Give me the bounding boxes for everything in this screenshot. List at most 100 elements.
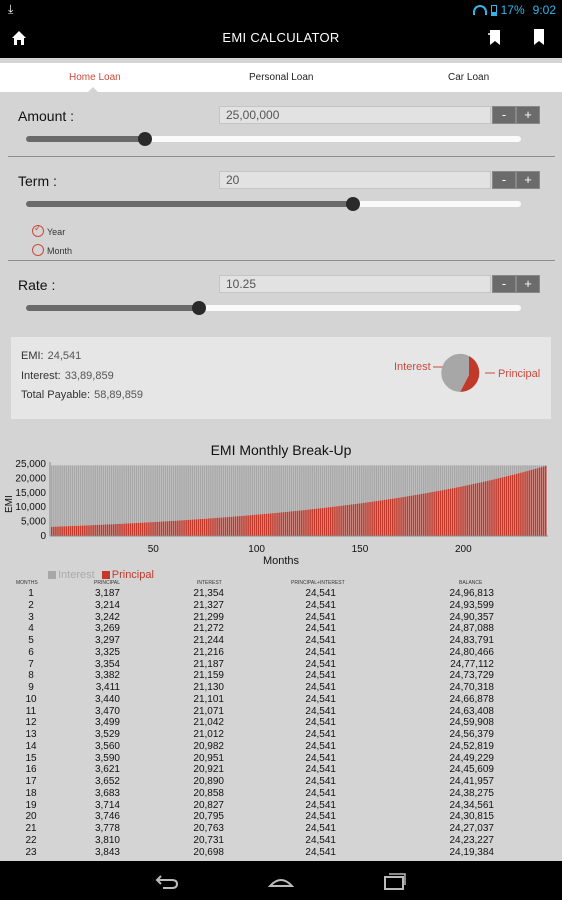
table-cell: 20 (25, 811, 37, 823)
table-cell: 24,41,957 (449, 776, 495, 787)
table-cell: 21,042 (193, 717, 224, 729)
bar-principal (71, 526, 74, 536)
bar-interest (387, 465, 390, 500)
bar-interest (418, 465, 421, 495)
bar-principal (513, 474, 516, 536)
bar-principal (137, 522, 140, 536)
bar-interest (175, 465, 177, 521)
bar-interest (398, 465, 400, 498)
bar-principal (79, 525, 82, 536)
table-cell: 21,327 (193, 599, 224, 611)
table-cell: 8 (28, 670, 34, 682)
pie-slice-interest (441, 353, 469, 392)
bar-interest (518, 465, 520, 474)
amount-plus-button[interactable]: + (516, 106, 540, 124)
rate-slider[interactable] (26, 301, 521, 315)
bar-interest (65, 465, 68, 527)
amount-slider[interactable] (26, 132, 521, 146)
bar-interest (460, 465, 462, 487)
wifi-icon (472, 5, 487, 15)
table-cell: 4 (28, 623, 34, 635)
bookmark-icon[interactable] (533, 28, 545, 46)
bar-interest (441, 465, 444, 491)
bar-principal (503, 476, 506, 536)
back-icon[interactable] (155, 873, 179, 889)
navigation-bar (0, 861, 562, 900)
recents-icon[interactable] (383, 872, 407, 890)
active-tab-indicator (88, 87, 98, 92)
rate-slider-thumb[interactable] (192, 301, 207, 315)
pie-chart: Interest Principal (394, 353, 540, 392)
table-cell: 3,440 (94, 693, 120, 705)
bar-interest (278, 465, 280, 513)
bar-interest (257, 465, 260, 515)
bar-interest (102, 465, 105, 525)
rate-input[interactable]: 10.25 (219, 275, 491, 293)
bar-interest (179, 465, 181, 521)
bar-interest (317, 465, 320, 509)
term-plus-button[interactable]: + (516, 171, 540, 189)
table-cell: 14 (25, 740, 37, 752)
home-nav-icon[interactable] (268, 874, 294, 888)
y-axis-label: EMI (4, 495, 15, 513)
table-row: 12 3,499 21,042 24,541 24,59,908 (0, 717, 562, 729)
table-cell: 21,299 (193, 611, 224, 623)
bar-interest (435, 465, 437, 492)
amount-minus-button[interactable]: - (492, 106, 516, 124)
table-cell: 24,541 (305, 729, 336, 740)
bar-interest (82, 465, 84, 526)
table-row: 9 3,411 21,130 24,541 24,70,318 (0, 682, 562, 694)
bar-interest (476, 465, 479, 484)
battery-icon (490, 4, 497, 16)
bar-principal (495, 478, 497, 536)
bar-principal (243, 515, 245, 536)
table-cell: 24,30,815 (449, 811, 495, 823)
month-radio[interactable] (32, 244, 44, 256)
tab-personal-loan[interactable]: Personal Loan (249, 72, 314, 83)
total-summary: Total Payable: 58,89,859 (21, 389, 143, 401)
home-icon[interactable] (11, 30, 27, 46)
bookmark-add-icon[interactable] (488, 28, 502, 46)
table-cell: 3,242 (94, 611, 120, 623)
tab-car-loan[interactable]: Car Loan (448, 72, 490, 83)
interest-value: 33,89,859 (64, 370, 114, 382)
bar-principal (299, 510, 301, 536)
tab-home-loan[interactable]: Home Loan (69, 72, 121, 83)
table-cell: 18 (25, 787, 37, 799)
rate-minus-button[interactable]: - (492, 275, 516, 293)
table-cell: 16 (25, 764, 37, 776)
bar-interest (255, 465, 258, 515)
bar-principal (234, 516, 237, 536)
bar-interest (499, 465, 502, 478)
bar-interest (468, 465, 471, 485)
table-cell: 24,541 (305, 740, 336, 752)
amount-input[interactable]: 25,00,000 (219, 106, 491, 124)
bar-principal (187, 519, 189, 536)
bar-interest (59, 465, 61, 527)
bar-interest (189, 465, 192, 520)
chart-legend: Interest Principal (48, 569, 154, 581)
bar-principal (301, 510, 303, 536)
bar-principal (249, 515, 251, 536)
term-input[interactable]: 20 (219, 171, 491, 189)
bar-principal (538, 467, 541, 536)
table-cell: 24,45,609 (449, 764, 495, 776)
year-radio[interactable] (32, 223, 44, 237)
bar-principal (218, 517, 220, 536)
table-cell: 21,130 (193, 682, 224, 693)
table-cell: 3,214 (94, 599, 120, 611)
divider (8, 260, 555, 261)
term-slider[interactable] (26, 197, 521, 211)
legend-principal-label: Principal (111, 569, 154, 581)
rate-plus-button[interactable]: + (516, 275, 540, 293)
table-cell: 24,541 (305, 611, 336, 623)
term-slider-thumb[interactable] (345, 197, 360, 211)
term-minus-button[interactable]: - (492, 171, 516, 189)
table-cell: 23 (25, 846, 37, 858)
bar-principal (73, 525, 76, 536)
table-cell: 3,187 (94, 588, 120, 599)
x-tick-label: 150 (352, 544, 369, 555)
amount-slider-thumb[interactable] (137, 132, 152, 146)
bar-interest (429, 465, 431, 493)
bar-principal (540, 467, 543, 536)
